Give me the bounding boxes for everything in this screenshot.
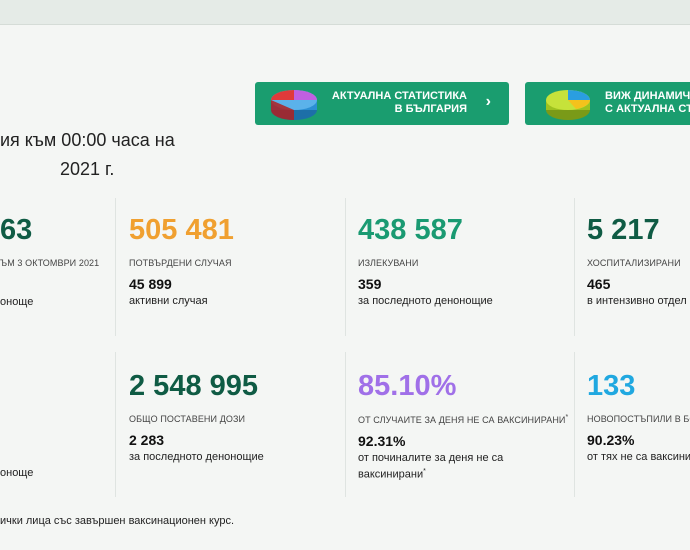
top-bar-divider: [0, 24, 690, 25]
stat-sub-value: 359: [358, 276, 382, 292]
stat-description: активни случая: [129, 295, 208, 307]
divider: [115, 198, 116, 336]
stat-cell: оноще: [0, 464, 112, 480]
divider: [345, 198, 346, 336]
stat-cell-unvaccinated-cases: 85.10% от случаите за деня не са ваксини…: [358, 370, 568, 482]
stat-description: оноще: [0, 296, 34, 308]
stat-sub-value: 465: [587, 276, 611, 292]
stat-caption: ъм 3 октомври 2021: [0, 258, 100, 268]
heading-line1: ия към 00:00 часа на: [0, 130, 175, 150]
stat-cell-new-admissions: 133 новопостъпили в бо 90.23% от тях не …: [587, 370, 690, 464]
stat-caption: излекувани: [358, 258, 419, 268]
stat-description: за последното денонощие: [358, 295, 493, 307]
current-stats-button[interactable]: Актуална статистика в България ›: [255, 82, 509, 125]
footnote-marker: *: [423, 468, 426, 475]
current-stats-label-line2: в България: [394, 103, 467, 115]
stat-description: от тях не са ваксини: [587, 451, 690, 463]
stat-value: 2 548 995: [129, 370, 259, 402]
chevron-right-icon: ›: [485, 93, 491, 110]
stat-sub-value: 90.23%: [587, 432, 635, 448]
current-stats-label-line1: Актуална статистика: [331, 90, 467, 102]
stat-cell: 63 ъм 3 октомври 2021 оноще: [0, 214, 112, 309]
stat-caption: хоспитализирани: [587, 258, 681, 268]
stat-value: 63: [0, 214, 33, 246]
stat-caption: от случаите за деня не са ваксинирани: [358, 415, 566, 425]
footnote-marker: *: [565, 414, 569, 421]
stat-sub-value: 45 899: [129, 276, 172, 292]
pie-chart-icon: [271, 90, 317, 120]
stat-value: 505 481: [129, 214, 234, 246]
stat-caption: новопостъпили в бо: [587, 414, 690, 424]
stat-value: 133: [587, 370, 636, 402]
divider: [345, 352, 346, 497]
divider: [115, 352, 116, 497]
stat-cell-recovered: 438 587 излекувани 359 за последното ден…: [358, 214, 493, 308]
stat-sub-value: [0, 276, 112, 293]
view-dynamics-label-line2: с актуална ст: [605, 103, 690, 115]
view-dynamics-label-line1: Виж динамич: [605, 90, 690, 102]
stat-description: в интензивно отдел: [587, 295, 687, 307]
stat-cell-doses: 2 548 995 общо поставени дози 2 283 за п…: [129, 370, 264, 464]
page-heading: ия към 00:00 часа на 2021 г.: [0, 126, 250, 184]
stat-sub-value: 2 283: [129, 432, 165, 448]
pie-chart-icon: [546, 90, 590, 120]
stat-cell-confirmed: 505 481 потвърдени случая 45 899 активни…: [129, 214, 234, 308]
stat-description: оноще: [0, 467, 34, 479]
divider: [574, 352, 575, 497]
stat-caption: общо поставени дози: [129, 414, 246, 424]
view-dynamics-button[interactable]: Виж динамич с актуална ст: [525, 82, 690, 125]
stat-sub-value: 92.31%: [358, 433, 406, 449]
stat-value: 438 587: [358, 214, 463, 246]
heading-line2: 2021 г.: [60, 159, 115, 179]
top-bar: [0, 0, 690, 24]
divider: [574, 198, 575, 336]
footnote: ички лица със завършен ваксинационен кур…: [0, 515, 235, 527]
stat-caption: потвърдени случая: [129, 258, 232, 268]
stat-value: 85.10%: [358, 370, 457, 402]
stat-description: за последното денонощие: [129, 451, 264, 463]
stat-value: 5 217: [587, 214, 660, 246]
stat-description: от починалите за деня не са ваксинирани: [358, 452, 504, 481]
stat-cell-hospitalized: 5 217 хоспитализирани 465 в интензивно о…: [587, 214, 690, 308]
